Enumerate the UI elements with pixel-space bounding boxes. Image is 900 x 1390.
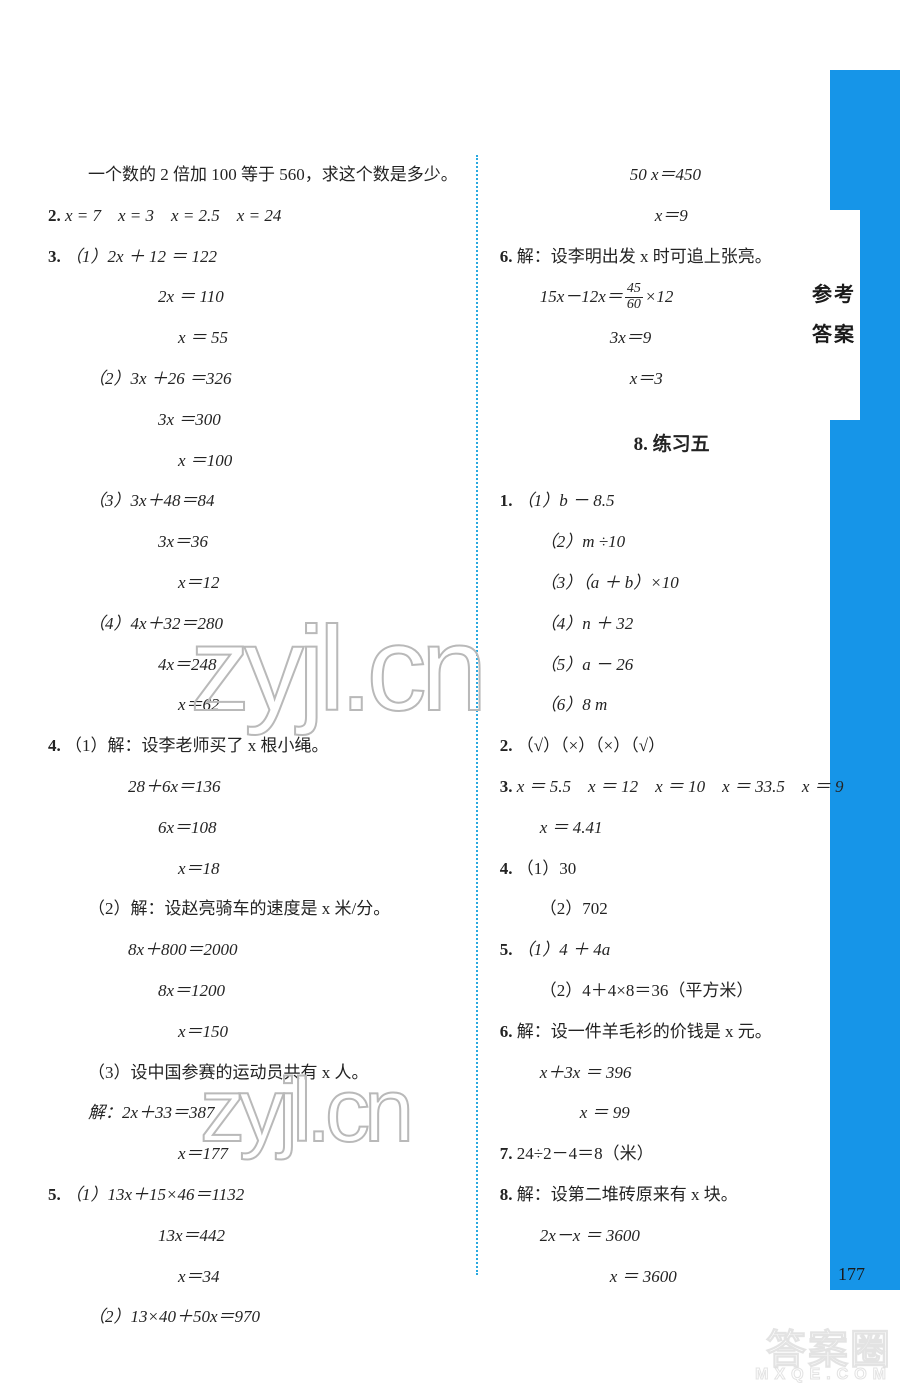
item-value: x ＝ 5.5 x ＝ 12 x ＝ 10 x ＝ 33.5 x ＝ 9 [517, 777, 844, 796]
equation-line: 2x ＝ 110 [48, 277, 458, 318]
content: 一个数的 2 倍加 100 等于 560，求这个数是多少。 2. x = 7 x… [48, 155, 788, 1275]
stamp-title: 答案圈 [766, 1328, 892, 1372]
answer-item: 5. （1）4 ＋ 4a [500, 930, 844, 971]
answer-item: 4. （1）30 [500, 849, 844, 890]
item-number: 4. [48, 736, 61, 755]
item-value: 解：设李明出发 x 时可追上张亮。 [517, 247, 772, 266]
equation-line: 6x＝108 [48, 808, 458, 849]
equation-line: 3x＝9 [500, 318, 844, 359]
equation-line: x ＝100 [48, 441, 458, 482]
item-number: 6. [500, 247, 513, 266]
item-number: 2. [48, 206, 61, 225]
equation-line: 3x＝36 [48, 522, 458, 563]
equation-line: x＋3x ＝ 396 [500, 1053, 844, 1094]
equation-line: （2）解：设赵亮骑车的速度是 x 米/分。 [48, 889, 458, 930]
item-value: 解：设第二堆砖原来有 x 块。 [517, 1185, 738, 1204]
equation-line: x＝34 [48, 1257, 458, 1298]
equation-line: 28＋6x＝136 [48, 767, 458, 808]
item-number: 5. [500, 940, 513, 959]
answer-item: 5. （1）13x＋15×46＝1132 [48, 1175, 458, 1216]
equation-line: x＝18 [48, 849, 458, 890]
equation-line: 50 x＝450 [500, 155, 844, 196]
equation-line: x＝9 [500, 196, 844, 237]
equation-line: x＝177 [48, 1134, 458, 1175]
equation-line: （2）702 [500, 889, 844, 930]
equation-line: 8x＋800＝2000 [48, 930, 458, 971]
equation-line: 8x＝1200 [48, 971, 458, 1012]
equation-line: 4x＝248 [48, 645, 458, 686]
text-line: 一个数的 2 倍加 100 等于 560，求这个数是多少。 [48, 155, 458, 196]
left-column: 一个数的 2 倍加 100 等于 560，求这个数是多少。 2. x = 7 x… [48, 155, 476, 1275]
fraction-numerator: 45 [625, 282, 643, 298]
equation-line: x ＝ 55 [48, 318, 458, 359]
answer-item: 4. （1）解：设李老师买了 x 根小绳。 [48, 726, 458, 767]
right-column: 50 x＝450 x＝9 6. 解：设李明出发 x 时可追上张亮。 15x－12… [478, 155, 844, 1275]
source-stamp: 答案圈 MXQE.COM [755, 1332, 892, 1382]
equation-line: （3）设中国参赛的运动员共有 x 人。 [48, 1053, 458, 1094]
equation-post: ×12 [645, 287, 673, 306]
item-number: 2. [500, 736, 513, 755]
stamp-url: MXQE.COM [755, 1368, 892, 1382]
item-number: 4. [500, 859, 513, 878]
item-number: 3. [500, 777, 513, 796]
item-number: 6. [500, 1022, 513, 1041]
item-value: 24÷2－4＝8（米） [517, 1144, 654, 1163]
equation-line: x ＝ 3600 [500, 1257, 844, 1298]
equation-line: （2）3x ＋26 ＝326 [48, 359, 458, 400]
equation-line: （2）13×40＋50x＝970 [48, 1297, 458, 1338]
equation-line: x ＝ 4.41 [500, 808, 844, 849]
equation-line: x＝3 [500, 359, 844, 400]
equation-line: （2）4＋4×8＝36（平方米） [500, 971, 844, 1012]
equation-line: x＝12 [48, 563, 458, 604]
equation-line: （2）m ÷10 [500, 522, 844, 563]
answer-item: 3. （1）2x ＋ 12 ＝ 122 [48, 237, 458, 278]
fraction: 4560 [625, 282, 643, 312]
answer-item: 1. （1）b － 8.5 [500, 481, 844, 522]
equation-line: 解：2x＋33＝387 [48, 1093, 458, 1134]
equation-line: 2x－x ＝ 3600 [500, 1216, 844, 1257]
fraction-denominator: 60 [625, 298, 643, 313]
item-number: 8. [500, 1185, 513, 1204]
equation-line: （4）4x＋32＝280 [48, 604, 458, 645]
item-value: （1）30 [517, 859, 577, 878]
equation-line: x＝62 [48, 685, 458, 726]
item-number: 1. [500, 491, 513, 510]
equation-line: （3）（a ＋ b）×10 [500, 563, 844, 604]
answer-item: 2. （√）（×）（×）（√） [500, 726, 844, 767]
answer-item: 6. 解：设李明出发 x 时可追上张亮。 [500, 237, 844, 278]
answer-item: 7. 24÷2－4＝8（米） [500, 1134, 844, 1175]
equation-line: 3x ＝300 [48, 400, 458, 441]
equation-line: （5）a － 26 [500, 645, 844, 686]
equation-line: x ＝ 99 [500, 1093, 844, 1134]
item-number: 5. [48, 1185, 61, 1204]
item-value: （1）2x ＋ 12 ＝ 122 [65, 247, 217, 266]
section-title: 8. 练习五 [500, 422, 844, 468]
item-value: （1）4 ＋ 4a [517, 940, 611, 959]
equation-line: （4）n ＋ 32 [500, 604, 844, 645]
item-value: （1）b － 8.5 [517, 491, 615, 510]
equation-line: （3）3x＋48＝84 [48, 481, 458, 522]
item-value: （1）13x＋15×46＝1132 [65, 1185, 244, 1204]
equation-line: x＝150 [48, 1012, 458, 1053]
answer-item: 8. 解：设第二堆砖原来有 x 块。 [500, 1175, 844, 1216]
equation-line: （6）8 m [500, 685, 844, 726]
item-number: 7. [500, 1144, 513, 1163]
item-value: （√）（×）（×）（√） [517, 736, 665, 755]
page: 参考答案 177 一个数的 2 倍加 100 等于 560，求这个数是多少。 2… [0, 0, 900, 1390]
equation-line: 15x－12x＝4560×12 [500, 277, 844, 318]
answer-item: 2. x = 7 x = 3 x = 2.5 x = 24 [48, 196, 458, 237]
answer-item: 3. x ＝ 5.5 x ＝ 12 x ＝ 10 x ＝ 33.5 x ＝ 9 [500, 767, 844, 808]
answer-item: 6. 解：设一件羊毛衫的价钱是 x 元。 [500, 1012, 844, 1053]
item-value: 解：设一件羊毛衫的价钱是 x 元。 [517, 1022, 772, 1041]
equation-pre: 15x－12x＝ [540, 287, 623, 306]
item-value: （1）解：设李老师买了 x 根小绳。 [65, 736, 329, 755]
item-value: x = 7 x = 3 x = 2.5 x = 24 [65, 206, 281, 225]
equation-line: 13x＝442 [48, 1216, 458, 1257]
item-number: 3. [48, 247, 61, 266]
